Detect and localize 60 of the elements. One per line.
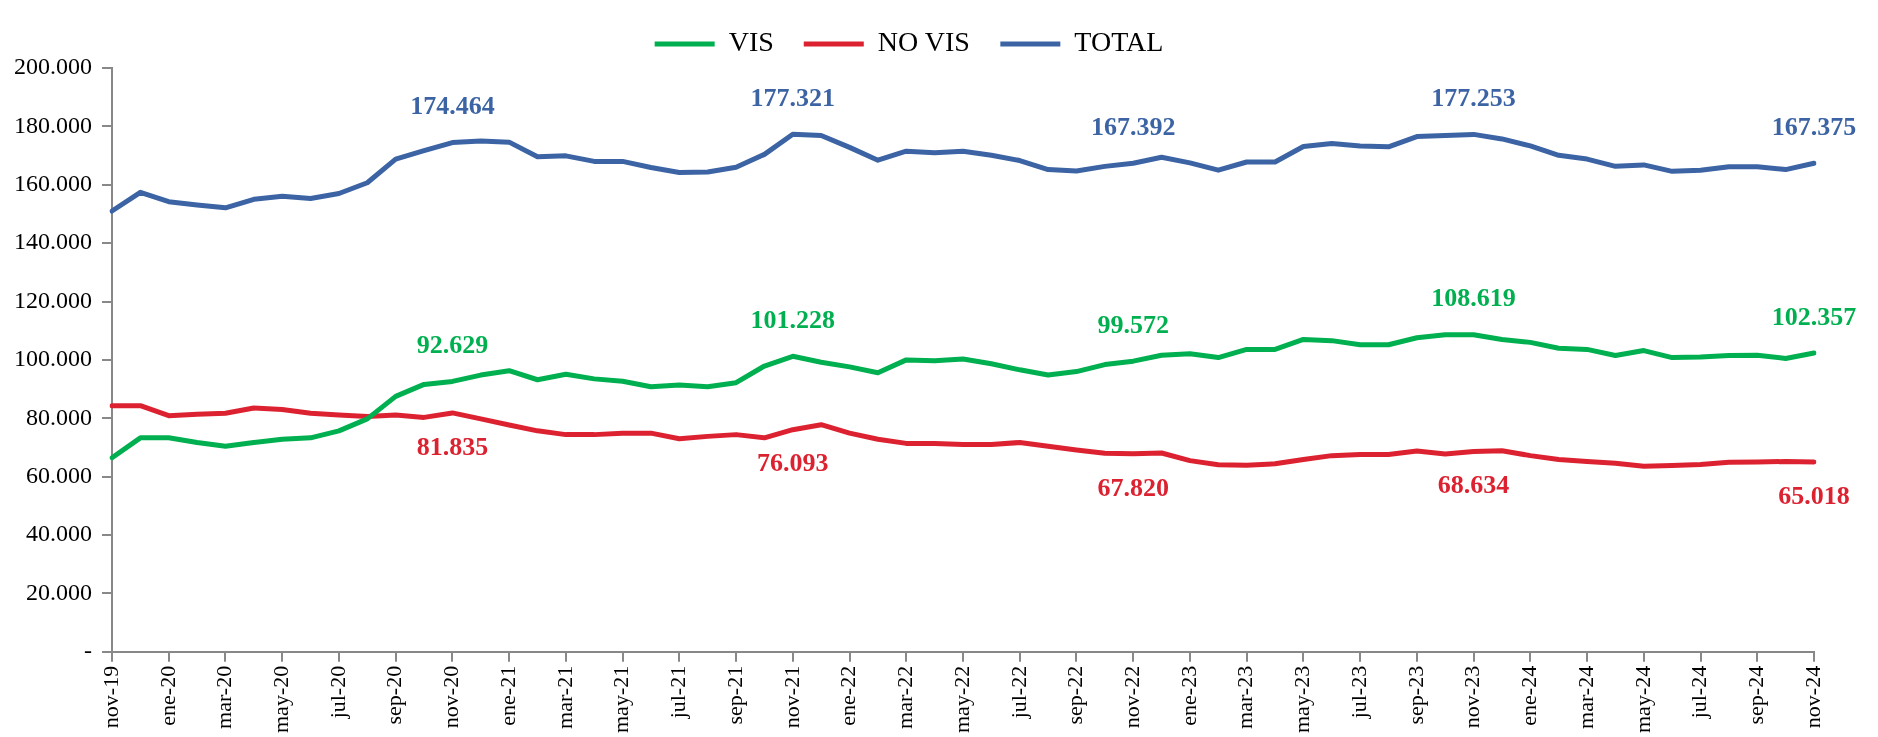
y-tick-label: 180.000: [14, 111, 92, 138]
data-label: 76.093: [757, 448, 829, 478]
x-tick-label: nov-22: [1118, 665, 1144, 729]
legend-label: TOTAL: [1074, 26, 1164, 58]
x-tick-label: ene-21: [494, 665, 520, 726]
x-tick-label: mar-21: [551, 665, 577, 729]
data-label: 167.392: [1090, 111, 1176, 141]
data-label: 177.321: [750, 82, 836, 112]
data-label: 177.253: [1431, 83, 1516, 113]
y-tick-label: 40.000: [26, 520, 92, 547]
x-tick-label: nov-23: [1459, 665, 1485, 729]
x-tick-label: nov-19: [97, 665, 123, 729]
data-label: 167.375: [1771, 111, 1857, 141]
y-tick-label: 120.000: [14, 286, 92, 313]
x-tick-label: sep-20: [381, 665, 407, 725]
y-tick-label: 200.000: [14, 53, 92, 80]
y-tick-label: 80.000: [26, 403, 92, 430]
x-tick-label: mar-23: [1232, 665, 1258, 729]
x-tick-label: nov-24: [1799, 665, 1825, 729]
x-tick-label: sep-24: [1743, 665, 1769, 725]
x-tick-label: may-23: [1289, 665, 1315, 733]
x-tick-label: ene-22: [835, 665, 861, 726]
data-label: 108.619: [1431, 283, 1516, 313]
x-tick-label: may-20: [267, 665, 293, 733]
data-label: 99.572: [1097, 309, 1169, 339]
y-tick-label: 60.000: [26, 461, 92, 488]
x-tick-label: may-24: [1629, 665, 1655, 733]
x-tick-label: jul-23: [1345, 665, 1371, 720]
x-tick-label: jul-22: [1005, 665, 1031, 720]
x-tick-label: sep-21: [721, 665, 747, 725]
data-label: 101.228: [750, 305, 836, 335]
x-tick-label: nov-21: [778, 665, 804, 729]
y-tick-label: 100.000: [14, 345, 92, 372]
x-tick-label: mar-20: [211, 665, 237, 729]
x-tick-label: jul-24: [1686, 665, 1712, 720]
x-tick-label: may-22: [948, 665, 974, 733]
data-label: 81.835: [416, 431, 489, 461]
y-tick-label: -: [84, 637, 92, 664]
data-label: 174.464: [410, 91, 495, 121]
x-tick-label: jul-21: [665, 665, 691, 720]
data-label: 67.820: [1097, 472, 1169, 502]
x-tick-label: jul-20: [324, 665, 350, 720]
x-tick-label: mar-22: [892, 665, 918, 729]
data-label: 65.018: [1778, 480, 1850, 510]
x-tick-label: ene-23: [1175, 665, 1201, 726]
x-tick-label: sep-23: [1402, 665, 1428, 725]
legend-label: NO VIS: [877, 26, 970, 58]
x-tick-label: sep-22: [1062, 665, 1088, 725]
y-tick-label: 140.000: [14, 228, 92, 255]
legend-label: VIS: [728, 26, 774, 58]
x-tick-label: ene-24: [1516, 665, 1542, 726]
data-label: 102.357: [1771, 301, 1857, 331]
data-label: 68.634: [1437, 470, 1510, 500]
y-tick-label: 20.000: [26, 578, 92, 605]
x-tick-label: may-21: [608, 665, 634, 733]
x-tick-label: ene-20: [154, 665, 180, 726]
x-tick-label: mar-24: [1572, 665, 1598, 729]
data-label: 92.629: [416, 330, 489, 360]
x-tick-label: nov-20: [438, 665, 464, 729]
y-tick-label: 160.000: [14, 170, 92, 197]
